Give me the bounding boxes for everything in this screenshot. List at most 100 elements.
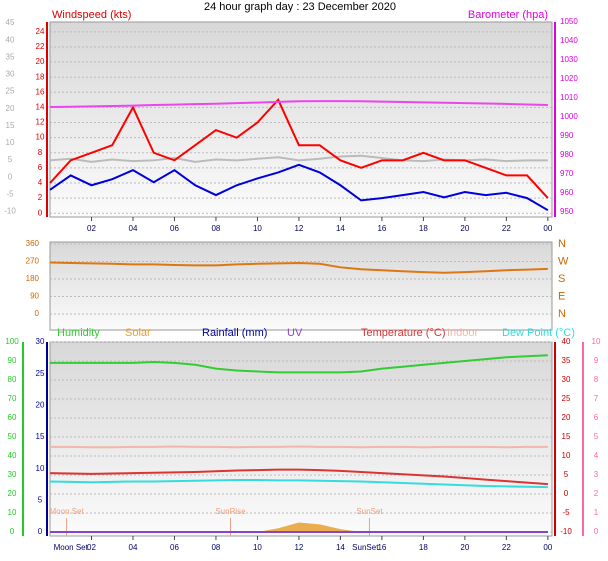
y3-tick-label: 35 [6,52,15,61]
y-tick-label: 100 [5,337,19,346]
y3-tick-label: 45 [6,18,15,27]
y2-tick-label: 0 [564,489,569,498]
y3-tick-label: 10 [6,138,15,147]
y4-tick-label: 9 [594,356,599,365]
y4-tick-label: 7 [594,394,599,403]
y2-tick-label: 970 [560,169,574,178]
y-tick-label: 60 [8,413,17,422]
y-tick-label: 270 [26,257,40,266]
y4-tick-label: 1 [594,508,599,517]
annotation: Moon Set [49,507,84,516]
x-tick-label: 12 [294,543,303,552]
y3-tick-label: 15 [6,121,15,130]
y3-tick-label: 5 [8,155,13,164]
line [49,100,548,108]
y2-tick-label: N [558,238,566,250]
x-tick-label: 04 [129,224,138,233]
x-tick-label: 10 [253,543,262,552]
y-axis-title: Windspeed (kts) [52,9,131,21]
y4-tick-label: 6 [594,413,599,422]
x-tick-label: 20 [460,224,469,233]
x-tick-label: 10 [253,224,262,233]
y2-tick-label: 950 [560,207,574,216]
x-tick-label: 06 [170,543,179,552]
y-tick-label: 4 [38,178,43,187]
y-tick-label: 12 [36,118,45,127]
y3-tick-label: 20 [36,400,45,409]
legend-label: Solar [125,327,151,339]
y-tick-label: 90 [8,356,17,365]
legend-label: UV [287,327,303,339]
y4-tick-label: 8 [594,375,599,384]
x-tick-label: 12 [294,224,303,233]
y2-tick-label: 5 [564,470,569,479]
y2-tick-label: 990 [560,131,574,140]
legend-label: Humidity [57,327,100,339]
y-tick-label: 10 [8,508,17,517]
y3-tick-label: 10 [36,464,45,473]
y-tick-label: 8 [38,148,43,157]
x-tick-label: 14 [336,543,345,552]
x-tick-label: 22 [502,224,511,233]
plot-area [49,21,553,218]
y4-tick-label: 3 [594,470,599,479]
x-tick-label: 18 [419,224,428,233]
y-tick-label: 20 [36,57,45,66]
y-tick-label: 50 [8,432,17,441]
x-tick-label: 18 [419,543,428,552]
y2-tick-label: S [558,273,565,285]
y2-tick-label: 15 [562,432,571,441]
y2-tick-label: 1040 [560,36,578,45]
plot-area [49,241,553,331]
chart-title: 24 hour graph day : 23 December 2020 [204,1,396,13]
line [50,445,548,449]
x-tick-label: 02 [87,224,96,233]
line [49,98,549,199]
y-tick-label: 30 [8,470,17,479]
y2-tick-label: 960 [560,188,574,197]
y2-tick-label: 35 [562,356,571,365]
y-tick-label: 18 [36,72,45,81]
x-tick-label: 16 [377,224,386,233]
y4-tick-label: 2 [594,489,599,498]
x-tick-label: 14 [336,224,345,233]
y2-tick-label: -5 [562,508,570,517]
y2-tick-label: N [558,308,566,320]
y-tick-label: 70 [8,394,17,403]
annotation: SunRise [215,507,246,516]
axis-annotation: SunSet [352,543,379,552]
x-tick-label: 04 [129,543,138,552]
y-tick-label: 80 [8,375,17,384]
x-tick-label: 02 [87,543,96,552]
y2-tick-label: 20 [562,413,571,422]
y3-tick-label: 30 [6,70,15,79]
y2-tick-label: -10 [560,527,572,536]
y2-tick-label: 1010 [560,93,578,102]
line [50,354,548,374]
y3-tick-label: 15 [36,432,45,441]
y3-tick-label: 40 [6,35,15,44]
y2-tick-label: 30 [562,375,571,384]
y-tick-label: 24 [36,27,45,36]
legend-label: Rainfall (mm) [202,327,267,339]
x-tick-label: 08 [211,543,220,552]
x-tick-label: 00 [543,543,552,552]
y-tick-label: 2 [38,193,43,202]
x-tick-label: 08 [211,224,220,233]
y3-tick-label: 0 [8,172,13,181]
annotation: SunSet [356,507,383,516]
y-tick-label: 22 [36,42,45,51]
y-tick-label: 6 [38,163,43,172]
y2-tick-label: 25 [562,394,571,403]
y2-tick-label: 1030 [560,55,578,64]
y-tick-label: 0 [10,527,15,536]
y-tick-label: 0 [38,208,43,217]
line [49,478,548,489]
y4-tick-label: 5 [594,432,599,441]
y3-tick-label: 25 [36,369,45,378]
x-tick-label: 16 [377,543,386,552]
y4-tick-label: 4 [594,451,599,460]
line [49,468,548,486]
plot-area [49,341,553,537]
y3-tick-label: -10 [4,207,16,216]
